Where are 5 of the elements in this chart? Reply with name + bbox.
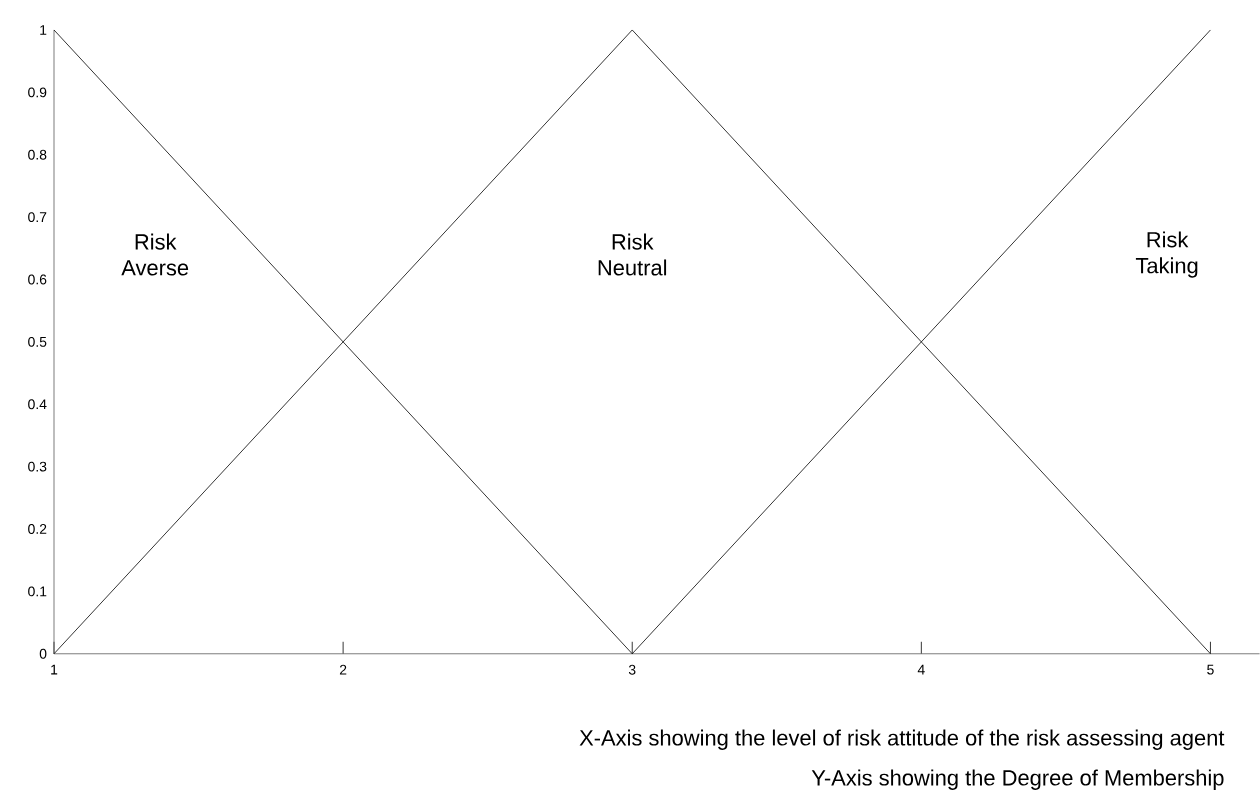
- text: Y-Axis showing the Degree of Membership: [811, 769, 1224, 791]
- annotation: Risk Taking: [1135, 231, 1198, 278]
- x-axis-title: X-Axis showing the level of risk attitude of the risk assessing agent: [579, 729, 1225, 751]
- annotation: Risk Neutral: [598, 233, 667, 276]
- annotation: Risk Averse: [121, 233, 189, 276]
